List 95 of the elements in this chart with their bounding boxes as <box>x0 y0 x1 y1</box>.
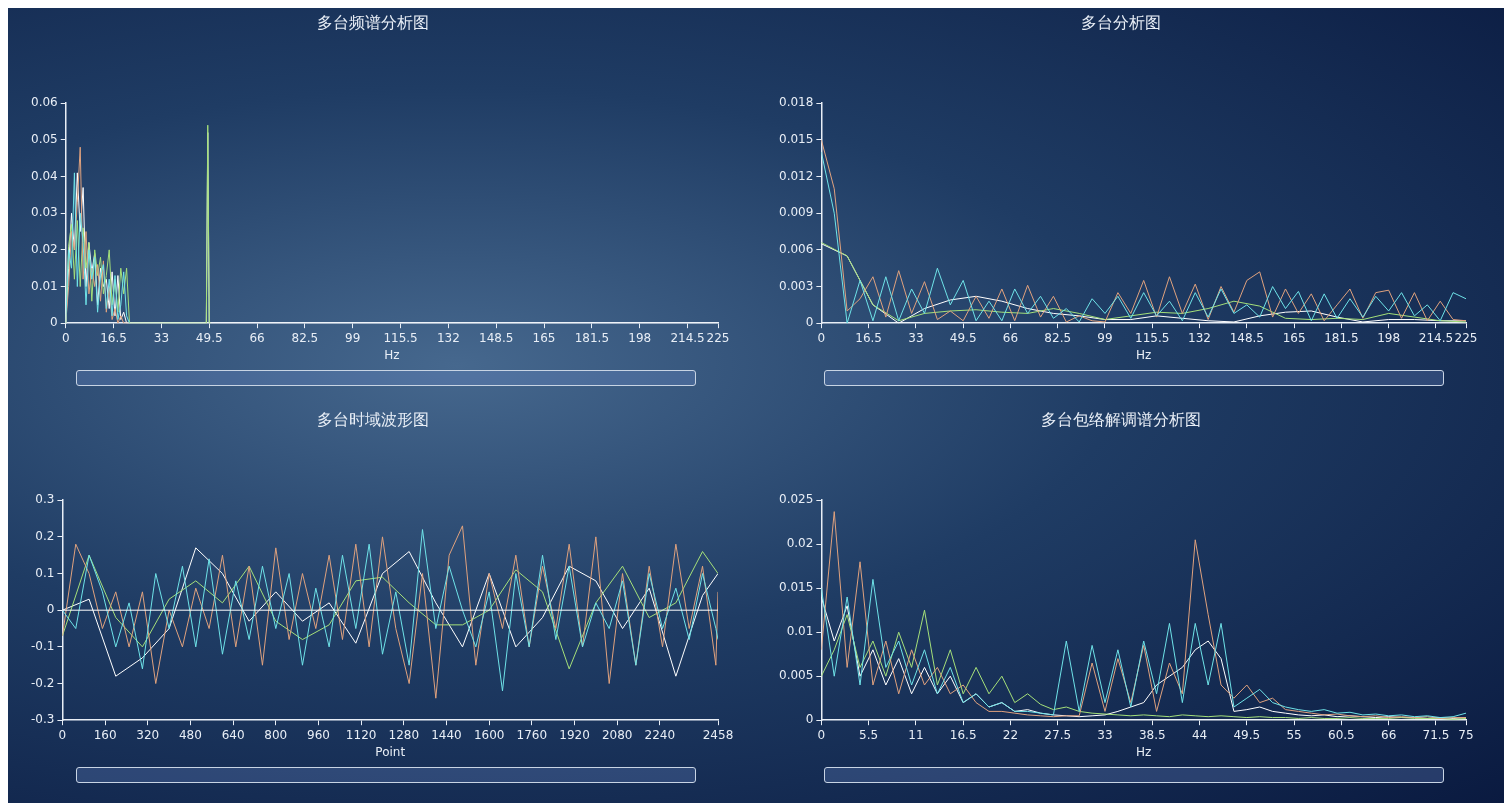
x-tick-label: 66 <box>1381 727 1397 742</box>
x-tick-label: 99 <box>1097 330 1113 345</box>
x-tick-label: 99 <box>345 330 361 345</box>
x-tick-label: 66 <box>249 330 265 345</box>
y-tick-label: 0.04 <box>31 168 58 183</box>
x-tick-label: 38.5 <box>1138 727 1166 742</box>
x-tick-label: 33 <box>908 330 924 345</box>
x-tick-label: 800 <box>264 727 288 742</box>
x-tick-label: 49.5 <box>949 330 977 345</box>
x-tick-label: 49.5 <box>195 330 223 345</box>
x-tick-label: 480 <box>178 727 202 742</box>
y-tick-label: 0 <box>50 315 58 330</box>
x-tick-label: 225 <box>1454 330 1478 345</box>
x-tick-label: 82.5 <box>1044 330 1072 345</box>
y-tick-label: 0.1 <box>35 565 55 580</box>
x-tick-label: 75 <box>1458 727 1474 742</box>
x-tick-label: 2458 <box>702 727 734 742</box>
y-tick-label: 0.01 <box>31 278 58 293</box>
y-tick-label: 0 <box>805 315 814 330</box>
x-tick-label: 27.5 <box>1044 727 1072 742</box>
x-tick-label: 148.5 <box>1229 330 1264 345</box>
x-tick-label: 160 <box>93 727 117 742</box>
x-tick-label: 1120 <box>345 727 377 742</box>
x-tick-label: 1920 <box>559 727 590 742</box>
y-tick-label: -0.3 <box>30 712 55 727</box>
x-tick-label: 49.5 <box>1233 727 1261 742</box>
chart-title: 多台包络解调谱分析图 <box>1041 409 1201 429</box>
y-tick-label: 0.2 <box>35 528 55 543</box>
y-tick-label: 0 <box>805 712 814 727</box>
x-tick-label: 165 <box>532 330 556 345</box>
y-tick-label: 0.05 <box>31 131 58 146</box>
x-tick-label: 1760 <box>516 727 548 742</box>
x-tick-label: 66 <box>1002 330 1019 345</box>
x-tick-label: 1600 <box>473 727 505 742</box>
y-tick-label: 0.01 <box>786 624 814 639</box>
x-tick-label: 148.5 <box>479 330 514 345</box>
y-tick-label: 0 <box>46 602 55 617</box>
x-tick-label: 181.5 <box>1324 330 1359 345</box>
x-tick-label: 55 <box>1286 727 1302 742</box>
y-tick-label: 0.012 <box>778 168 814 183</box>
x-tick-label: 2240 <box>644 727 676 742</box>
y-tick-label: 0.03 <box>31 205 58 220</box>
x-tick-label: 225 <box>706 330 730 345</box>
y-tick-label: 0.003 <box>778 278 814 293</box>
x-tick-label: 33 <box>1097 727 1113 742</box>
x-tick-label: 132 <box>436 330 460 345</box>
x-tick-label: 16.5 <box>100 330 127 345</box>
x-tick-label: 71.5 <box>1422 727 1450 742</box>
x-tick-label: 11 <box>908 727 924 742</box>
x-tick-label: 60.5 <box>1328 727 1355 742</box>
chart-title: 多台频谱分析图 <box>317 12 429 32</box>
chart-title: 多台分析图 <box>1081 12 1161 32</box>
x-tick-label: 5.5 <box>859 727 879 742</box>
y-tick-label: -0.2 <box>30 675 55 690</box>
y-tick-label: 0.02 <box>31 241 58 256</box>
x-tick-label: 198 <box>628 330 652 345</box>
y-tick-label: 0.005 <box>778 668 814 683</box>
x-tick-label: 82.5 <box>291 330 319 345</box>
y-tick-label: 0.3 <box>35 492 55 507</box>
x-tick-label: 16.5 <box>949 727 977 742</box>
y-tick-label: -0.1 <box>30 638 55 653</box>
x-tick-label: 0 <box>61 330 70 345</box>
y-tick-label: 0.06 <box>31 95 58 110</box>
x-tick-label: 640 <box>221 727 245 742</box>
x-tick-label: 44 <box>1191 727 1208 742</box>
y-tick-label: 0.015 <box>778 131 814 146</box>
x-tick-label: 16.5 <box>855 330 882 345</box>
x-tick-label: 1440 <box>431 727 462 742</box>
x-tick-label: 115.5 <box>1135 330 1170 345</box>
y-tick-label: 0.025 <box>778 492 814 507</box>
x-tick-label: 0 <box>817 330 826 345</box>
x-tick-label: 320 <box>136 727 160 742</box>
y-tick-label: 0.015 <box>778 580 814 595</box>
x-axis-title: Hz <box>1136 744 1152 759</box>
x-tick-label: 0 <box>817 727 826 742</box>
x-axis-title: Hz <box>1136 347 1152 362</box>
x-tick-label: 33 <box>153 330 170 345</box>
x-tick-label: 1280 <box>388 727 420 742</box>
x-tick-label: 165 <box>1282 330 1306 345</box>
x-tick-label: 960 <box>307 727 330 742</box>
chart-title: 多台时域波形图 <box>317 409 429 429</box>
y-tick-label: 0.018 <box>778 95 814 110</box>
x-tick-label: 214.5 <box>1418 330 1454 345</box>
x-tick-label: 2080 <box>601 727 633 742</box>
x-tick-label: 22 <box>1002 727 1019 742</box>
x-tick-label: 181.5 <box>574 330 610 345</box>
x-tick-label: 132 <box>1188 330 1211 345</box>
x-axis-title: Point <box>375 744 406 759</box>
y-tick-label: 0.006 <box>778 241 814 256</box>
x-axis-title: Hz <box>384 347 400 362</box>
x-tick-label: 214.5 <box>670 330 705 345</box>
x-tick-label: 115.5 <box>383 330 418 345</box>
x-tick-label: 198 <box>1377 330 1401 345</box>
y-tick-label: 0.009 <box>778 205 814 220</box>
y-tick-label: 0.02 <box>786 536 814 551</box>
